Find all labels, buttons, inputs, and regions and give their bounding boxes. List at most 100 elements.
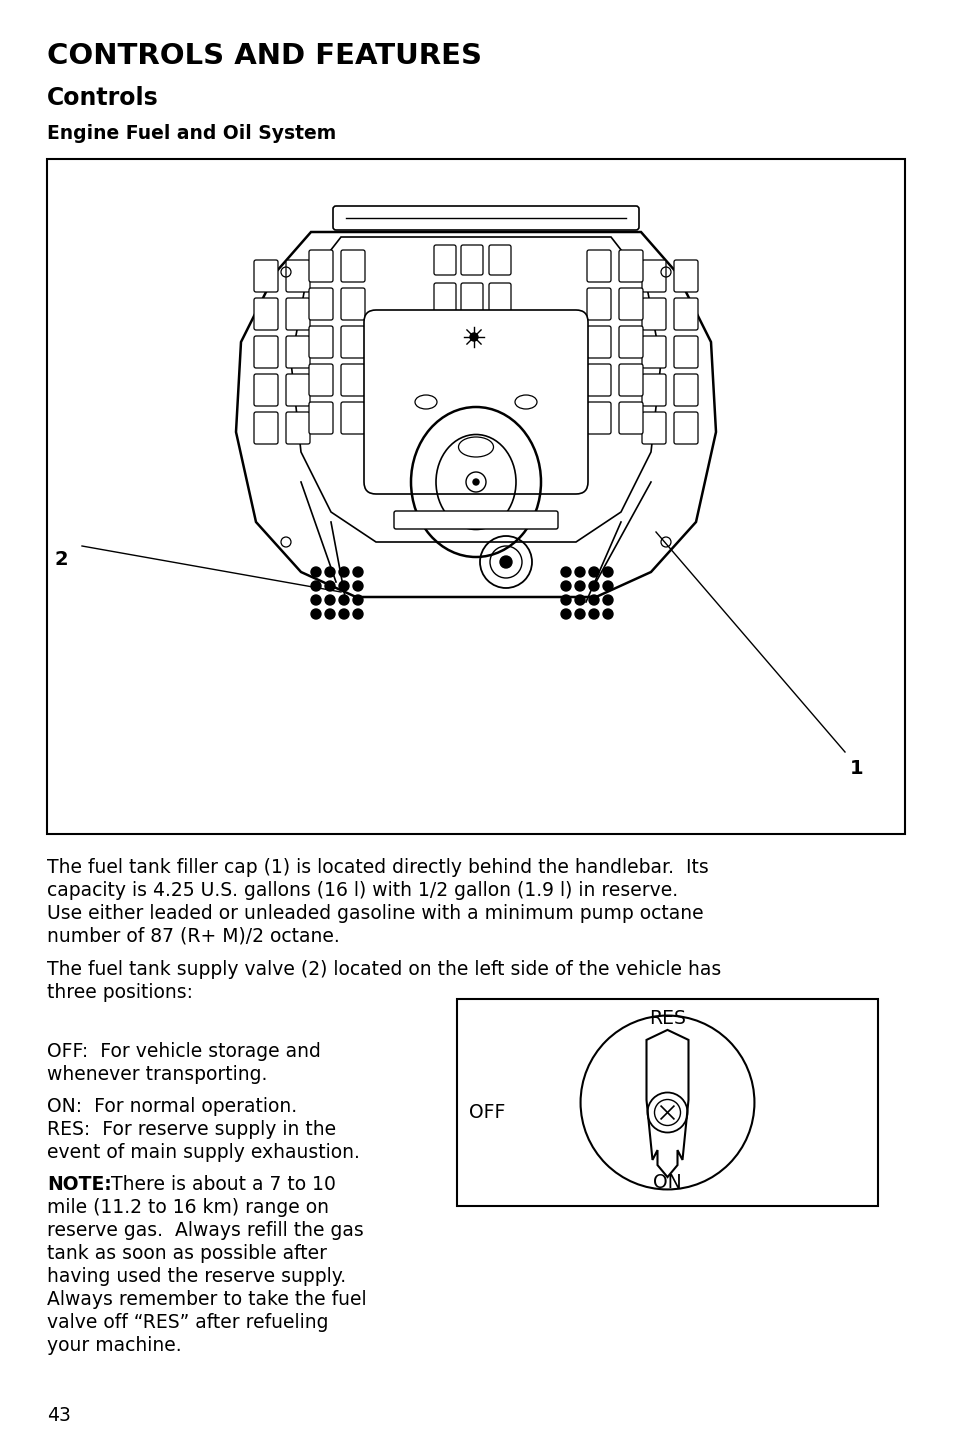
FancyBboxPatch shape <box>434 284 456 313</box>
Circle shape <box>588 595 598 605</box>
Text: 1: 1 <box>849 759 862 778</box>
FancyBboxPatch shape <box>586 326 610 358</box>
Circle shape <box>473 478 478 486</box>
FancyBboxPatch shape <box>460 284 482 313</box>
Text: The fuel tank supply valve (2) located on the left side of the vehicle has: The fuel tank supply valve (2) located o… <box>47 960 720 979</box>
FancyBboxPatch shape <box>673 411 698 443</box>
FancyBboxPatch shape <box>286 411 310 443</box>
FancyBboxPatch shape <box>673 374 698 406</box>
Circle shape <box>311 595 320 605</box>
FancyBboxPatch shape <box>673 298 698 330</box>
FancyBboxPatch shape <box>309 364 333 395</box>
FancyBboxPatch shape <box>586 288 610 320</box>
Circle shape <box>353 609 363 619</box>
FancyBboxPatch shape <box>673 336 698 368</box>
FancyBboxPatch shape <box>309 250 333 282</box>
FancyBboxPatch shape <box>286 374 310 406</box>
Text: ON: ON <box>653 1173 681 1192</box>
Circle shape <box>325 609 335 619</box>
Circle shape <box>575 595 584 605</box>
Circle shape <box>338 609 349 619</box>
Circle shape <box>560 595 571 605</box>
FancyBboxPatch shape <box>460 246 482 275</box>
Circle shape <box>325 582 335 590</box>
FancyBboxPatch shape <box>618 401 642 433</box>
Text: OFF: OFF <box>468 1104 505 1122</box>
FancyBboxPatch shape <box>253 336 277 368</box>
Circle shape <box>560 582 571 590</box>
FancyBboxPatch shape <box>364 310 587 494</box>
Text: mile (11.2 to 16 km) range on: mile (11.2 to 16 km) range on <box>47 1198 329 1217</box>
FancyBboxPatch shape <box>489 246 511 275</box>
Text: The fuel tank filler cap (1) is located directly behind the handlebar.  Its: The fuel tank filler cap (1) is located … <box>47 858 708 877</box>
Circle shape <box>575 609 584 619</box>
Circle shape <box>353 595 363 605</box>
Text: CONTROLS AND FEATURES: CONTROLS AND FEATURES <box>47 42 481 70</box>
Text: having used the reserve supply.: having used the reserve supply. <box>47 1268 346 1287</box>
FancyBboxPatch shape <box>618 288 642 320</box>
Circle shape <box>311 567 320 577</box>
FancyBboxPatch shape <box>641 374 665 406</box>
Text: RES: RES <box>648 1009 685 1028</box>
FancyBboxPatch shape <box>489 321 511 350</box>
Circle shape <box>602 609 613 619</box>
FancyBboxPatch shape <box>340 250 365 282</box>
Circle shape <box>311 609 320 619</box>
Circle shape <box>602 582 613 590</box>
FancyBboxPatch shape <box>586 364 610 395</box>
FancyBboxPatch shape <box>489 284 511 313</box>
FancyBboxPatch shape <box>618 326 642 358</box>
FancyBboxPatch shape <box>489 359 511 390</box>
FancyBboxPatch shape <box>394 510 558 529</box>
Circle shape <box>338 567 349 577</box>
FancyBboxPatch shape <box>460 321 482 350</box>
FancyBboxPatch shape <box>309 401 333 433</box>
Circle shape <box>560 609 571 619</box>
FancyBboxPatch shape <box>286 336 310 368</box>
FancyBboxPatch shape <box>586 250 610 282</box>
Circle shape <box>353 582 363 590</box>
Text: event of main supply exhaustion.: event of main supply exhaustion. <box>47 1143 359 1162</box>
Text: whenever transporting.: whenever transporting. <box>47 1064 267 1085</box>
FancyBboxPatch shape <box>460 359 482 390</box>
Text: Controls: Controls <box>47 86 158 111</box>
Text: capacity is 4.25 U.S. gallons (16 l) with 1/2 gallon (1.9 l) in reserve.: capacity is 4.25 U.S. gallons (16 l) wit… <box>47 881 678 900</box>
FancyBboxPatch shape <box>286 260 310 292</box>
Text: Always remember to take the fuel: Always remember to take the fuel <box>47 1290 366 1310</box>
Text: ON:  For normal operation.: ON: For normal operation. <box>47 1098 296 1117</box>
Circle shape <box>588 582 598 590</box>
FancyBboxPatch shape <box>340 401 365 433</box>
FancyBboxPatch shape <box>618 364 642 395</box>
FancyBboxPatch shape <box>253 298 277 330</box>
FancyBboxPatch shape <box>434 246 456 275</box>
Text: Engine Fuel and Oil System: Engine Fuel and Oil System <box>47 124 335 142</box>
FancyBboxPatch shape <box>641 411 665 443</box>
Text: NOTE:: NOTE: <box>47 1175 112 1194</box>
Circle shape <box>560 567 571 577</box>
Text: three positions:: three positions: <box>47 983 193 1002</box>
FancyBboxPatch shape <box>340 288 365 320</box>
Circle shape <box>588 609 598 619</box>
Text: reserve gas.  Always refill the gas: reserve gas. Always refill the gas <box>47 1221 363 1240</box>
Bar <box>47 158 904 835</box>
Circle shape <box>325 595 335 605</box>
Circle shape <box>353 567 363 577</box>
Text: valve off “RES” after refueling: valve off “RES” after refueling <box>47 1313 328 1332</box>
Circle shape <box>588 567 598 577</box>
FancyBboxPatch shape <box>253 260 277 292</box>
Circle shape <box>575 567 584 577</box>
Circle shape <box>602 567 613 577</box>
Text: Use either leaded or unleaded gasoline with a minimum pump octane: Use either leaded or unleaded gasoline w… <box>47 904 703 923</box>
FancyBboxPatch shape <box>253 411 277 443</box>
FancyBboxPatch shape <box>340 364 365 395</box>
Circle shape <box>325 567 335 577</box>
FancyBboxPatch shape <box>618 250 642 282</box>
FancyBboxPatch shape <box>673 260 698 292</box>
Text: 43: 43 <box>47 1406 71 1425</box>
FancyBboxPatch shape <box>641 260 665 292</box>
FancyBboxPatch shape <box>434 321 456 350</box>
FancyBboxPatch shape <box>434 359 456 390</box>
FancyBboxPatch shape <box>309 326 333 358</box>
Text: your machine.: your machine. <box>47 1336 181 1355</box>
Circle shape <box>338 582 349 590</box>
